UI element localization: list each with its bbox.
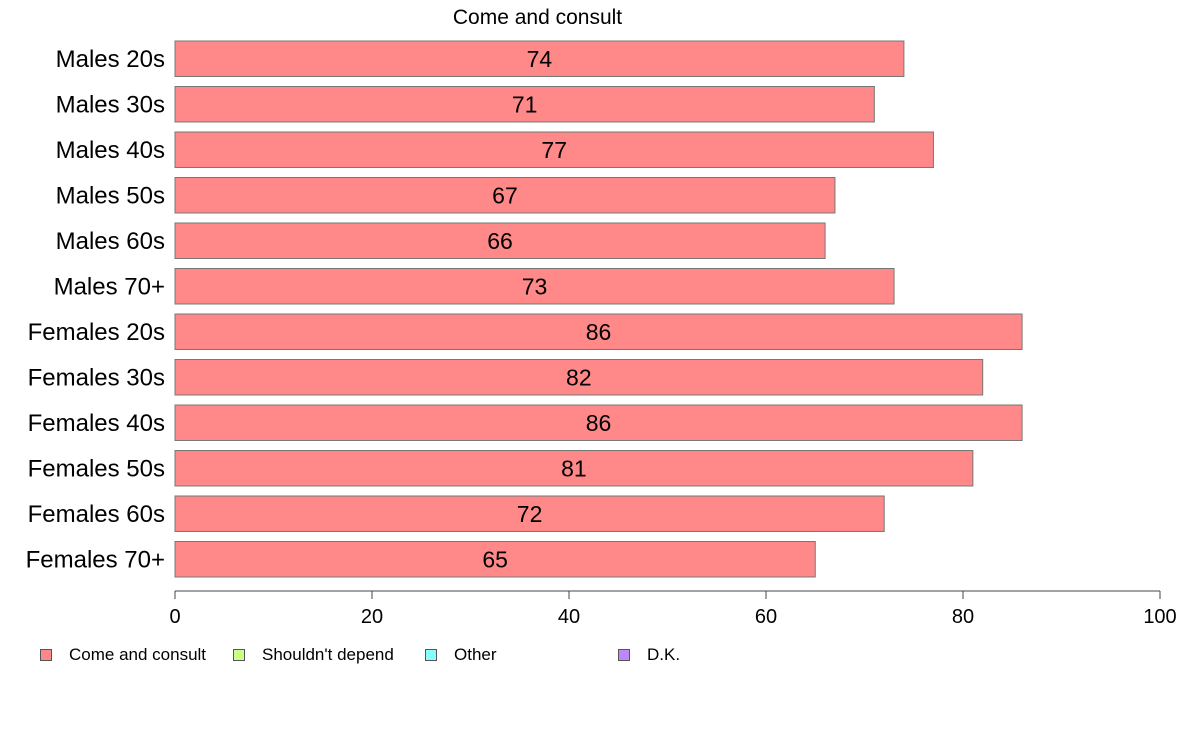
data-label-females-30s: 82 xyxy=(566,364,592,390)
legend-label-dk: D.K. xyxy=(647,645,681,664)
bar-males-50s xyxy=(174,177,836,214)
bar-females-20s xyxy=(174,313,1023,350)
bar-females-40s xyxy=(174,404,1023,441)
bar-females-60s xyxy=(174,495,885,532)
legend-item-come-and-consult: Come and consult xyxy=(40,645,206,665)
chart-title: Come and consult xyxy=(452,6,623,29)
data-label-males-70plus: 73 xyxy=(522,273,548,299)
legend-item-shouldnt-depend: Shouldn't depend xyxy=(233,645,394,665)
data-label-males-60s: 66 xyxy=(487,228,513,254)
legend-swatch-shouldnt-depend xyxy=(233,649,245,661)
category-label-males-50s: Males 50s xyxy=(56,182,165,209)
category-label-females-70plus: Females 70+ xyxy=(26,546,165,573)
legend-label-come-and-consult: Come and consult xyxy=(69,645,207,664)
category-label-males-30s: Males 30s xyxy=(56,91,165,118)
data-label-females-20s: 86 xyxy=(586,319,612,345)
category-label-females-30s: Females 30s xyxy=(28,364,165,391)
bar-males-70plus xyxy=(174,268,895,305)
legend-item-other: Other xyxy=(425,645,497,665)
bar-males-20s xyxy=(174,40,905,77)
category-label-males-70plus: Males 70+ xyxy=(54,273,165,300)
legend-item-dk: D.K. xyxy=(618,645,680,665)
bar-males-60s xyxy=(174,222,826,259)
category-label-males-40s: Males 40s xyxy=(56,137,165,164)
category-label-females-40s: Females 40s xyxy=(28,410,165,437)
category-label-males-60s: Males 60s xyxy=(56,228,165,255)
data-label-females-40s: 86 xyxy=(586,410,612,436)
legend-label-other: Other xyxy=(454,645,497,664)
x-tick-label-0: 0 xyxy=(169,606,180,628)
bar-females-70plus xyxy=(174,541,816,578)
x-tick-label-60: 60 xyxy=(755,606,777,628)
chart-legend: Come and consult Shouldn't depend Other … xyxy=(0,645,1188,665)
data-label-males-30s: 71 xyxy=(512,91,538,117)
bar-females-50s xyxy=(174,450,974,487)
data-label-females-50s: 81 xyxy=(561,455,587,481)
category-label-females-20s: Females 20s xyxy=(28,319,165,346)
legend-swatch-dk xyxy=(618,649,630,661)
data-label-females-60s: 72 xyxy=(517,501,543,527)
x-tick-label-100: 100 xyxy=(1143,606,1176,628)
data-label-males-20s: 74 xyxy=(527,46,553,72)
category-label-males-20s: Males 20s xyxy=(56,46,165,73)
legend-label-shouldnt-depend: Shouldn't depend xyxy=(262,645,394,664)
x-tick-label-80: 80 xyxy=(952,606,974,628)
bar-chart: 74 Males 20s 71 Males 30s 77 Males 40s 67 Males… xyxy=(26,40,1177,628)
legend-swatch-other xyxy=(425,649,437,661)
bar-females-30s xyxy=(174,359,984,396)
x-tick-label-40: 40 xyxy=(558,606,580,628)
data-label-males-50s: 67 xyxy=(492,182,518,208)
bar-males-30s xyxy=(174,86,875,123)
legend-swatch-come-and-consult xyxy=(40,649,52,661)
data-label-males-40s: 77 xyxy=(541,137,567,163)
data-label-females-70plus: 65 xyxy=(482,546,508,572)
x-tick-label-20: 20 xyxy=(361,606,383,628)
bar-males-40s xyxy=(174,131,934,168)
category-label-females-50s: Females 50s xyxy=(28,455,165,482)
category-label-females-60s: Females 60s xyxy=(28,501,165,528)
